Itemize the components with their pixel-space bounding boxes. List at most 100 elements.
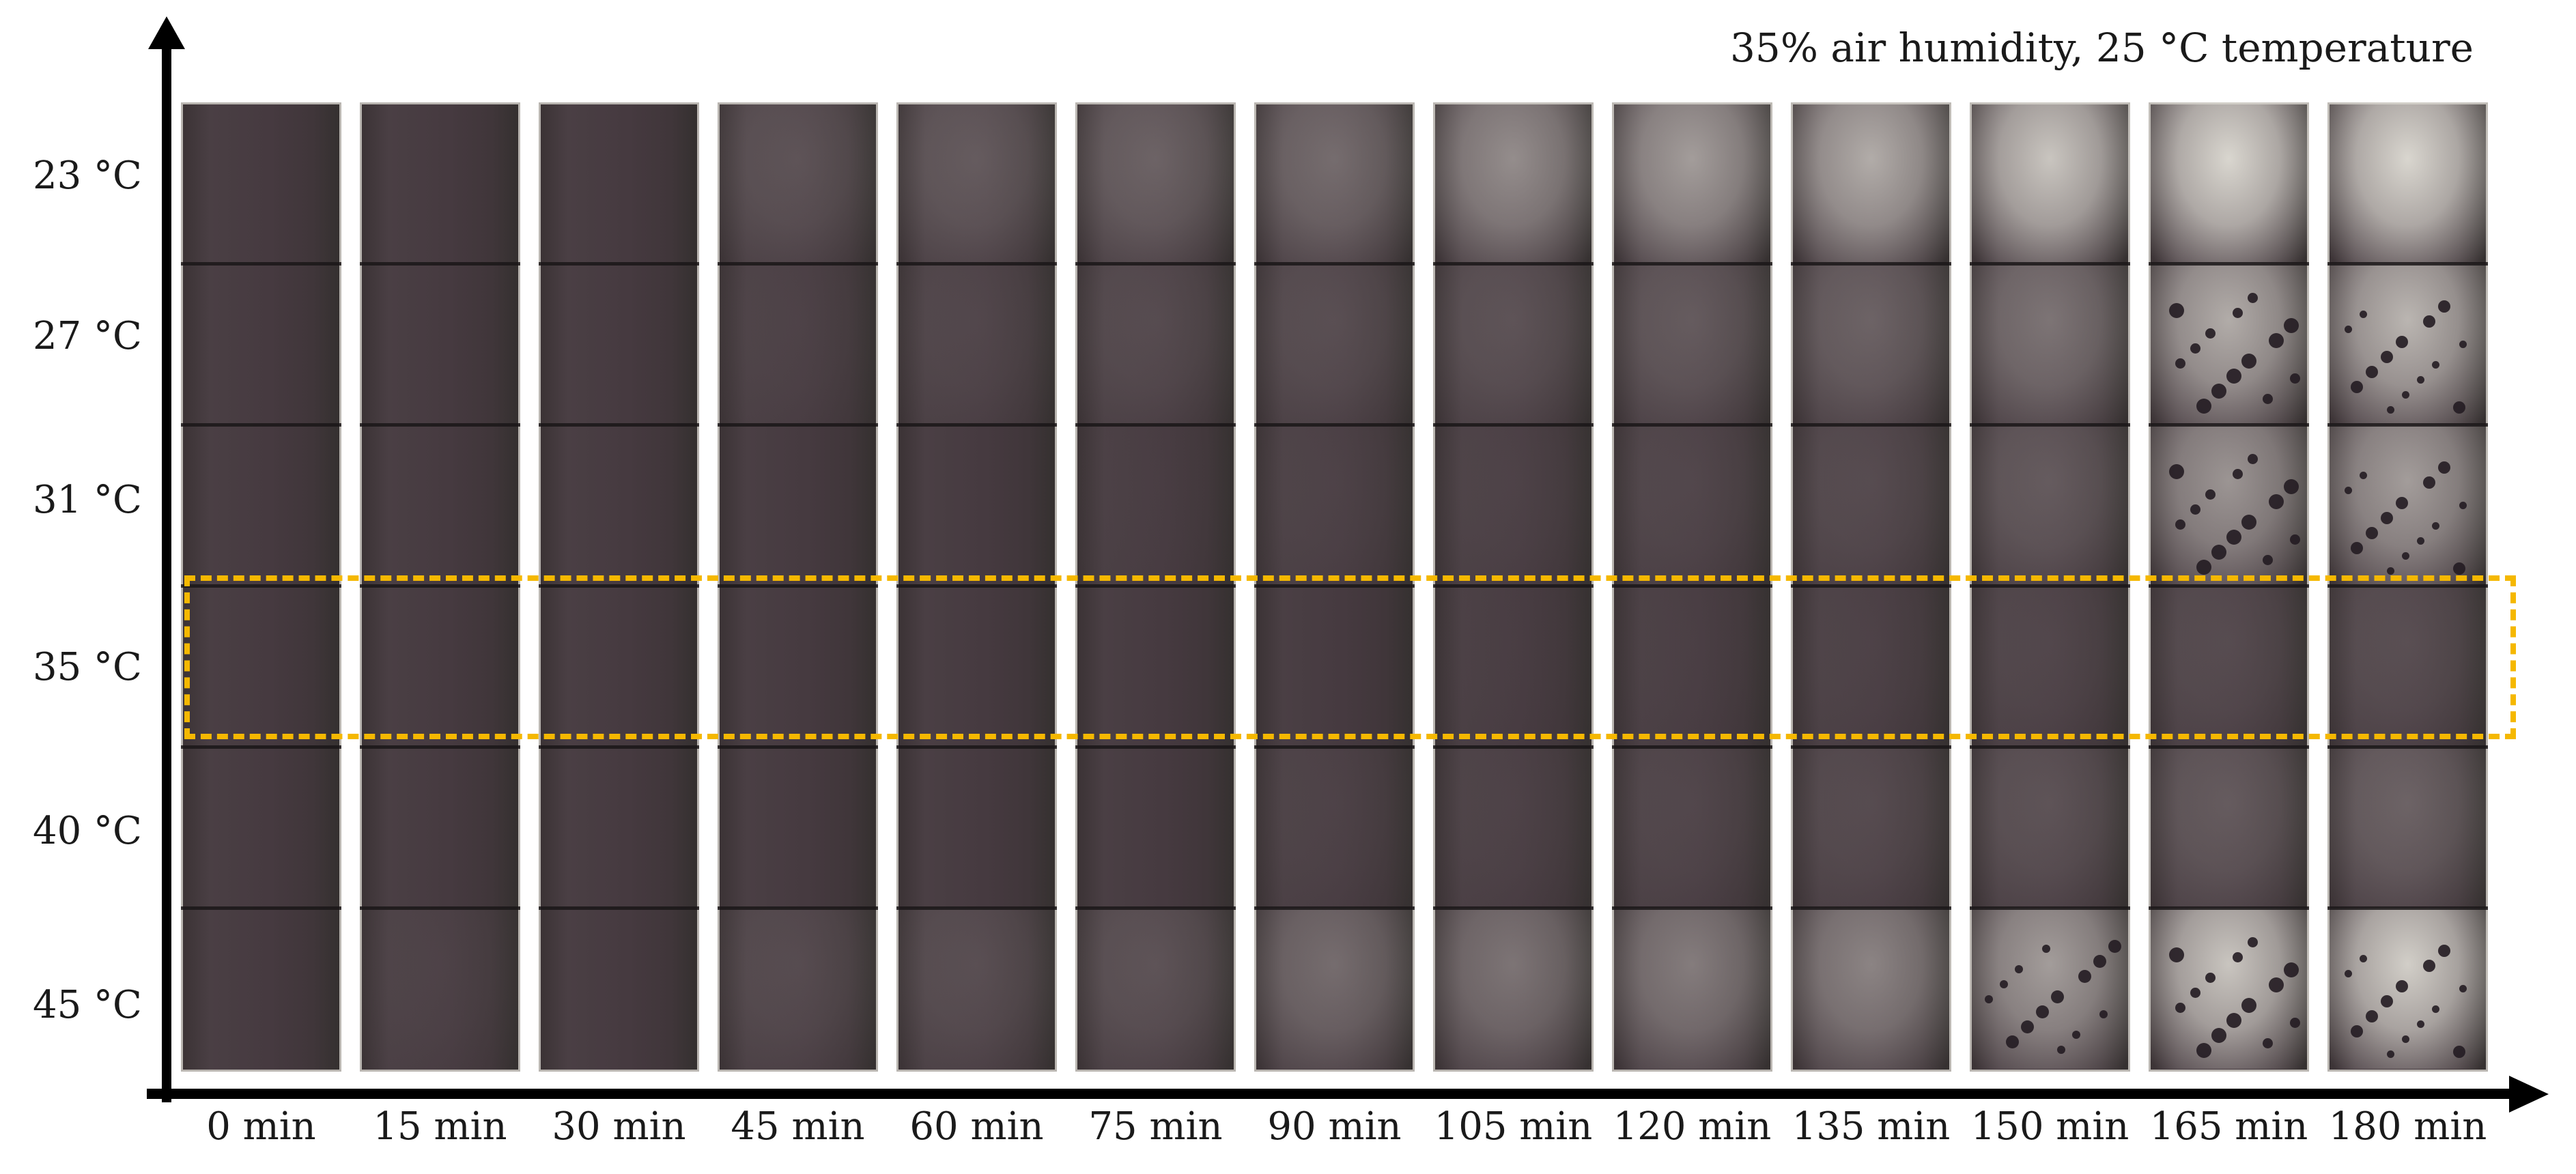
residual-film-spot [2190,343,2200,354]
residual-film-spot [2366,527,2378,539]
degraded-cell [1612,263,1772,425]
degraded-cell [1612,425,1772,586]
cell-seam [1612,745,1772,749]
residual-film-spot [2269,333,2284,348]
cell-seam [1970,262,2130,266]
cell-seam [1791,262,1951,266]
residual-film-spot [2051,990,2064,1003]
residual-film-spot [2269,977,2284,992]
sample-strip [181,102,341,1072]
residual-film-spot [2169,947,2184,962]
degraded-cell [1791,908,1951,1069]
cell-seam [1791,906,1951,910]
residual-film-spot [2226,1013,2241,1028]
cell-seam [1433,584,1594,588]
cell-seam [181,584,341,588]
residual-film-spot [2345,970,2352,977]
residual-film-spot [2205,973,2216,983]
cell-seam [2149,262,2309,266]
cell-seam [1075,906,1236,910]
degraded-cell [1433,425,1594,586]
residual-film-spot [2078,970,2091,983]
residual-film-spot [2417,376,2424,384]
residual-film-spot [2366,366,2378,378]
degraded-cell [1433,908,1594,1069]
residual-film-spot [2006,1035,2019,1048]
cell-seam [2327,584,2488,588]
residual-film-spot [2190,988,2200,998]
degraded-cell [1970,102,2130,263]
degraded-cell [1970,263,2130,425]
residual-film-spot [2351,381,2363,393]
row-label-45c: 45 °C [33,983,142,1027]
col-label-105-min: 105 min [1434,1104,1593,1149]
cell-seam [1970,584,2130,588]
col-label-45-min: 45 min [731,1104,865,1149]
residual-film-spot [2211,545,2226,560]
degraded-cell [1433,263,1594,425]
cell-seam [360,745,520,749]
cell-seam [181,745,341,749]
degraded-cell [2149,425,2309,586]
col-label-165-min: 165 min [2149,1104,2308,1149]
cell-seam [181,262,341,266]
cell-seam [2149,745,2309,749]
residual-film-spot [2196,560,2211,575]
row-label-23c: 23 °C [33,154,142,198]
residual-film-spot [2381,995,2393,1007]
residual-film-spot [2290,534,2300,545]
residual-film-spot [2396,980,2408,992]
residual-film-spot [2438,945,2450,957]
residual-film-spot [2423,315,2435,328]
residual-film-spot [2284,962,2299,977]
residual-film-spot [2241,998,2256,1013]
cell-seam [1254,745,1415,749]
residual-film-spot [2248,454,2258,464]
row-label-31c: 31 °C [33,478,142,522]
residual-film-spot [2432,522,2439,530]
residual-film-spot [2438,461,2450,474]
residual-film-spot [2241,515,2256,530]
residual-film-spot [2263,394,2273,404]
cell-seam [896,423,1057,427]
degraded-cell [2327,747,2488,908]
residual-film-spot [2196,1043,2211,1058]
cell-seam [1075,584,1236,588]
residual-film-spot [2360,311,2367,318]
cell-seam [1075,423,1236,427]
col-label-75-min: 75 min [1088,1104,1223,1149]
residual-film-spot [2233,308,2243,318]
cell-seam [539,584,699,588]
col-label-15-min: 15 min [373,1104,507,1149]
cell-seam [360,262,520,266]
cell-seam [718,584,878,588]
degraded-cell [1612,908,1772,1069]
residual-film-spot [2402,1035,2409,1043]
residual-film-spot [2351,1025,2363,1037]
residual-film-spot [2387,567,2394,575]
degraded-cell [1075,425,1236,586]
cell-seam [360,906,520,910]
degraded-cell [360,908,520,1069]
cell-seam [1791,584,1951,588]
residual-film-spot [2432,361,2439,369]
residual-film-spot [2036,1005,2049,1018]
degraded-cell [1254,263,1415,425]
residual-film-spot [2196,399,2211,414]
degraded-cell [1254,102,1415,263]
degraded-cell [1970,747,2130,908]
x-axis-arrow-icon [2509,1076,2549,1113]
residual-film-spot [2226,369,2241,384]
degraded-cell [2149,102,2309,263]
sample-strip [539,102,699,1072]
degraded-cell [1254,747,1415,908]
cell-seam [1075,745,1236,749]
residual-film-spot [2205,489,2216,500]
cell-seam [718,423,878,427]
residual-film-spot [2042,945,2050,953]
residual-film-spot [2366,1010,2378,1022]
cell-seam [1433,262,1594,266]
residual-film-spot [2248,937,2258,947]
degraded-cell [1970,908,2130,1069]
col-label-150-min: 150 min [1970,1104,2129,1149]
